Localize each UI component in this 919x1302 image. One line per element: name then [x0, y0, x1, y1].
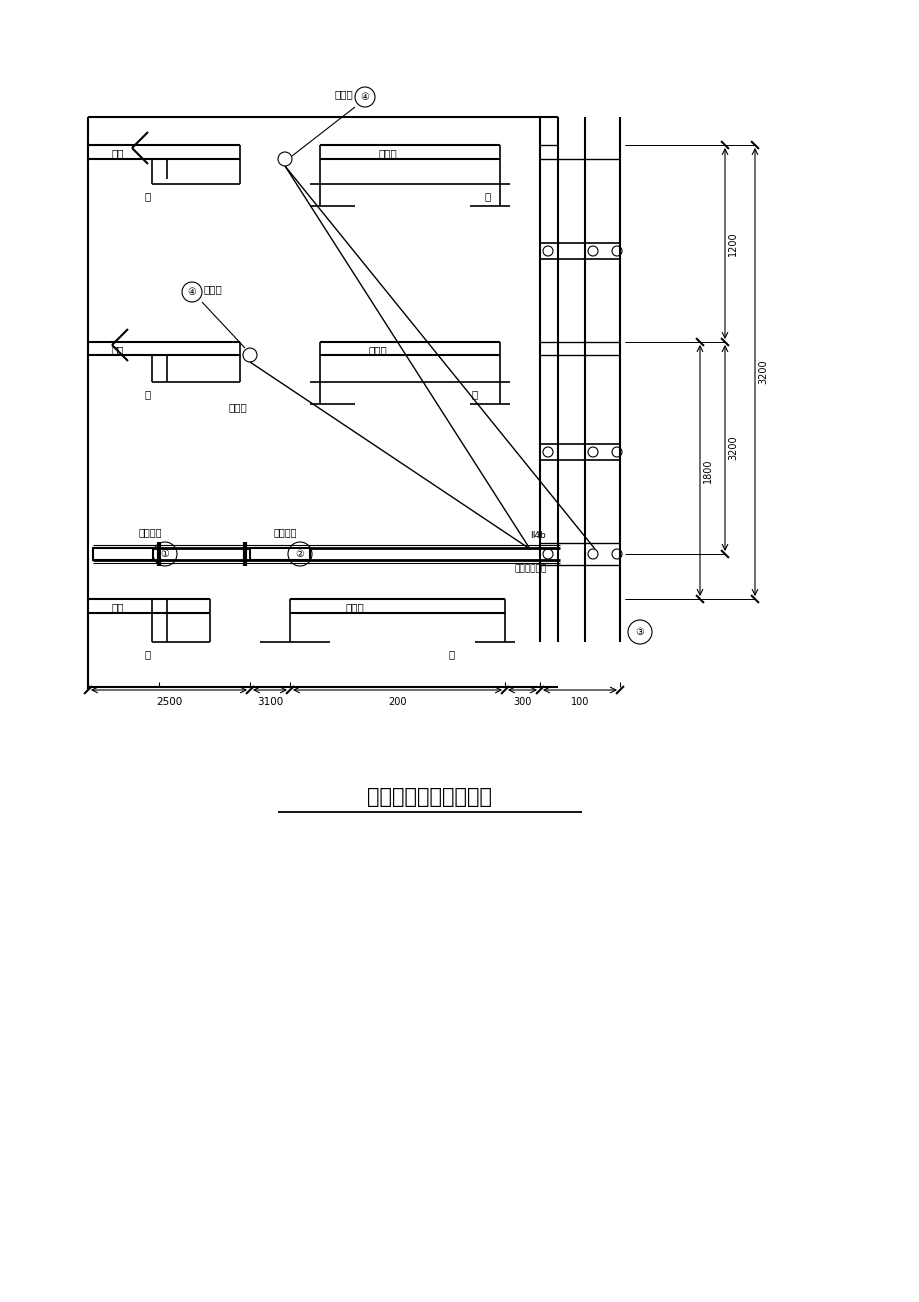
Text: 槽钢套管: 槽钢套管	[138, 527, 162, 536]
Text: 阳台板: 阳台板	[346, 602, 364, 612]
Text: 阳台处挑架搭设示意图: 阳台处挑架搭设示意图	[367, 786, 492, 807]
Text: 梁: 梁	[448, 648, 455, 659]
Text: 梁: 梁	[484, 191, 491, 201]
Text: 200: 200	[388, 697, 406, 707]
Text: ④: ④	[360, 92, 369, 102]
Text: 1200: 1200	[727, 232, 737, 255]
Text: 槽钢套管: 槽钢套管	[273, 527, 297, 536]
Text: ③: ③	[635, 628, 643, 637]
Text: ②: ②	[295, 549, 304, 559]
Text: 300: 300	[513, 697, 531, 707]
Text: 梁: 梁	[144, 389, 151, 398]
Text: 阳台板: 阳台板	[379, 148, 397, 158]
Text: 预留洞: 预留洞	[229, 402, 247, 411]
Text: 楼板: 楼板	[111, 345, 124, 355]
Text: 梁: 梁	[144, 191, 151, 201]
Text: 梁: 梁	[471, 389, 478, 398]
Text: 100: 100	[570, 697, 588, 707]
Text: 3200: 3200	[757, 359, 767, 384]
Text: 2500: 2500	[155, 697, 182, 707]
Text: 梁: 梁	[144, 648, 151, 659]
Text: 楼板: 楼板	[111, 148, 124, 158]
Text: 1800: 1800	[702, 458, 712, 483]
Bar	[250, 548, 310, 560]
Text: Ⅱ4b: Ⅱ4b	[529, 531, 545, 540]
Text: 阳台板: 阳台板	[369, 345, 387, 355]
Text: ①: ①	[161, 549, 169, 559]
Bar	[93, 548, 153, 560]
Text: ④: ④	[187, 286, 196, 297]
Text: 焊接限位钢筋: 焊接限位钢筋	[515, 565, 547, 573]
Text: 吊绳环: 吊绳环	[204, 284, 222, 294]
Text: 吊绳环: 吊绳环	[334, 89, 353, 99]
Text: 3100: 3100	[256, 697, 283, 707]
Text: 楼板: 楼板	[111, 602, 124, 612]
Text: 3200: 3200	[727, 436, 737, 461]
